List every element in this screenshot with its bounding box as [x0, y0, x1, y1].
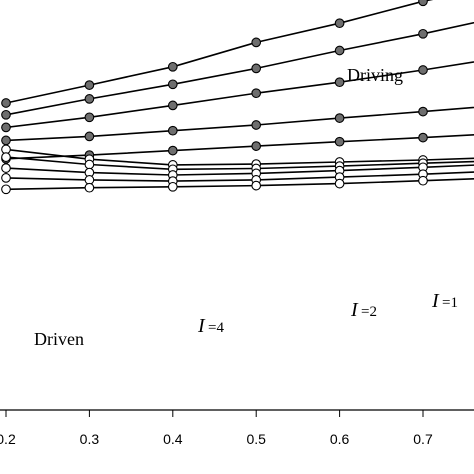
series-3-point-4: [251, 88, 262, 99]
label-i2-symbol: I: [350, 299, 359, 321]
series-line-1: [5, 0, 434, 104]
label-i2-value: =2: [361, 304, 377, 320]
series-lines: [5, 0, 474, 191]
series-4-point-2: [84, 131, 95, 142]
series-5-point-5: [334, 136, 345, 147]
series-2-point-4: [251, 63, 262, 74]
x-tick-label-2: 0.3: [80, 431, 100, 447]
series-2-point-3: [167, 79, 178, 90]
series-4-point-4: [251, 120, 262, 130]
series-2-point-5: [334, 45, 345, 56]
x-tick-label-5: 0.6: [330, 431, 350, 447]
series-4-point-1: [1, 135, 11, 146]
series-1-point-1: [1, 98, 11, 108]
series-7-point-2: [84, 159, 95, 170]
x-axis-ticks: 0.2 0.3 0.4 0.5 0.6 0.7: [0, 410, 433, 447]
series-line-3: [5, 61, 474, 129]
series-line-4: [5, 106, 474, 142]
series-line-8: [5, 164, 474, 176]
series-3-point-6: [418, 65, 428, 75]
series-points: [1, 0, 428, 195]
series-10-point-1: [1, 184, 11, 195]
series-9-point-1: [1, 173, 11, 183]
series-3-point-5: [334, 77, 345, 88]
x-tick-label-1: 0.2: [0, 431, 16, 447]
series-4-point-5: [334, 113, 345, 123]
series-2-point-2: [84, 94, 95, 104]
x-tick-label-3: 0.4: [163, 431, 183, 447]
series-5-point-3: [167, 145, 178, 156]
series-7-point-1: [1, 152, 11, 162]
series-line-2: [5, 21, 474, 116]
series-3-point-3: [167, 100, 178, 111]
label-i1-value: =1: [442, 295, 458, 311]
series-10-point-4: [251, 180, 262, 191]
series-10-point-5: [334, 178, 345, 189]
series-10-point-2: [84, 182, 95, 193]
x-tick-label-4: 0.5: [246, 431, 266, 447]
series-1-point-5: [334, 18, 345, 29]
label-driving: Driving: [347, 65, 403, 85]
series-2-point-1: [1, 109, 11, 120]
series-1-point-3: [167, 61, 178, 72]
series-10-point-6: [418, 175, 428, 186]
label-i4-symbol: I: [197, 315, 206, 337]
series-1-point-6: [418, 0, 428, 7]
label-i4-value: =4: [208, 320, 224, 336]
series-5-point-4: [251, 141, 262, 151]
series-3-point-2: [84, 112, 95, 123]
series-2-point-6: [418, 28, 428, 39]
label-driven: Driven: [34, 329, 84, 349]
series-4-point-3: [167, 125, 178, 136]
series-4-point-6: [418, 106, 428, 117]
x-tick-label-6: 0.7: [413, 431, 433, 447]
series-5-point-6: [418, 132, 428, 143]
series-10-point-3: [167, 181, 178, 192]
series-8-point-1: [1, 163, 11, 173]
label-i1-symbol: I: [431, 290, 440, 312]
series-1-point-2: [84, 80, 95, 90]
series-3-point-1: [1, 122, 11, 133]
series-1-point-4: [251, 37, 262, 48]
